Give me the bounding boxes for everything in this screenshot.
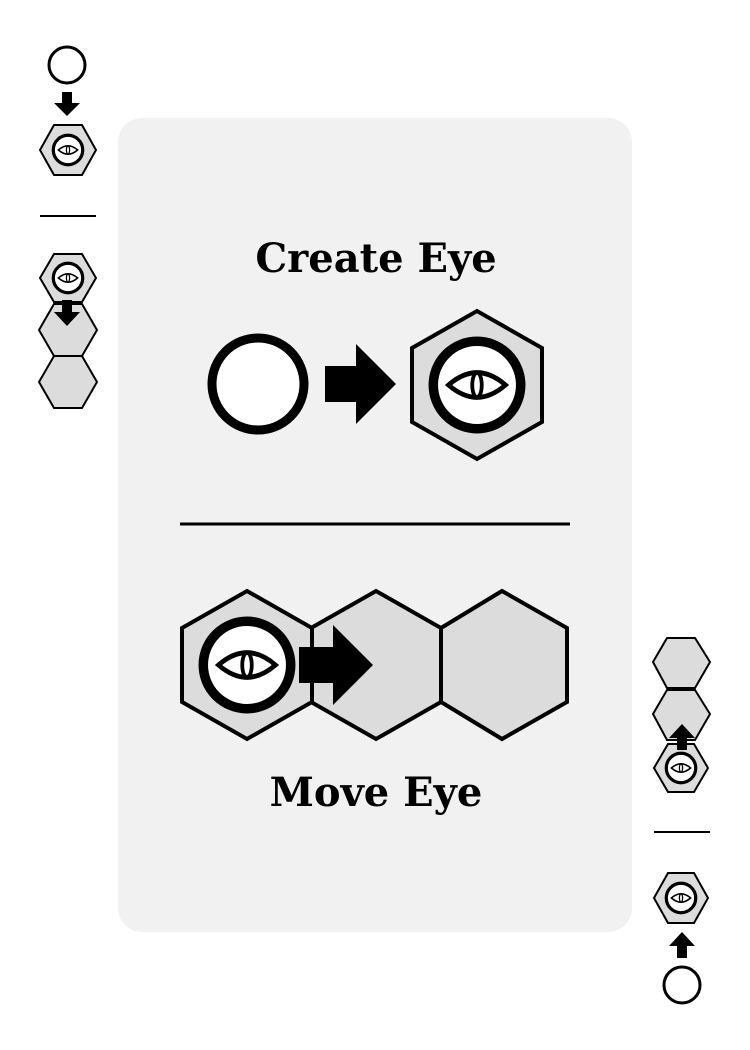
mini-move-reference-left: [37, 253, 99, 409]
mini-create-reference-right: [652, 872, 710, 1005]
move-eye-hex-row: [180, 588, 569, 742]
mini-create-reference-left: [38, 45, 98, 176]
mini-move-reference-right: [651, 637, 712, 793]
move-eye-title: Move Eye: [270, 769, 483, 816]
arrow-icon: [299, 625, 373, 705]
create-eye-title: Create Eye: [255, 235, 496, 282]
eye-hex-icon: [410, 308, 544, 462]
arrow-icon: [325, 344, 396, 424]
circle-token-icon: [207, 333, 309, 435]
